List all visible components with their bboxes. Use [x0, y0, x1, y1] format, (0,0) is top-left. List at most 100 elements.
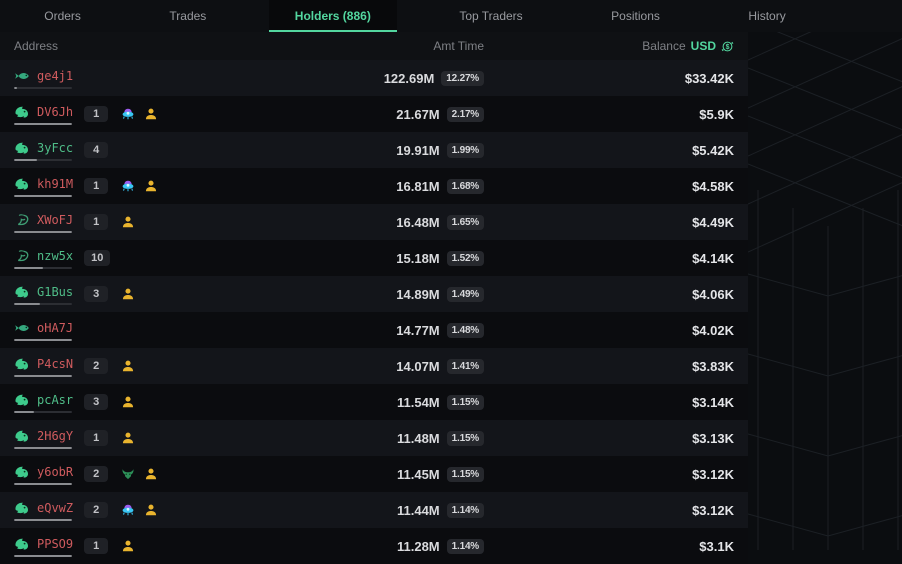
percent-badge: 1.15% [446, 466, 484, 482]
count-badge: 1 [84, 538, 109, 554]
percent-badge: 1.41% [446, 358, 484, 374]
dolphin-icon [14, 104, 30, 120]
holding-progress-bar [14, 482, 72, 485]
person-icon [121, 431, 135, 445]
fish-icon [14, 320, 30, 336]
table-row[interactable]: 2H6gY 1 11.48M 1.15% $3.13K [0, 420, 748, 456]
holding-progress-bar [14, 338, 72, 341]
shrimp-icon [14, 248, 30, 264]
flag-icons [121, 467, 158, 481]
tab-label: Trades [169, 9, 207, 23]
percent-badge: 1.52% [446, 250, 484, 266]
tab-holders-886[interactable]: Holders (886) [268, 0, 397, 32]
amount-cell: 14.89M 1.49% [396, 286, 484, 302]
address-link[interactable]: y6obR [37, 464, 74, 479]
amount-value: 122.69M [383, 70, 435, 86]
table-row[interactable]: 3yFcc 4 19.91M 1.99% $5.42K [0, 132, 748, 168]
table-row[interactable]: oHA7J 14.77M 1.48% $4.02K [0, 312, 748, 348]
amount-value: 14.77M [396, 322, 440, 338]
balance-value: $4.58K [692, 178, 734, 194]
holding-progress-bar [14, 266, 72, 269]
background-cube-pattern [748, 30, 902, 550]
table-row[interactable]: nzw5x 10 15.18M 1.52% $4.14K [0, 240, 748, 276]
percent-badge: 1.15% [446, 430, 484, 446]
address-link[interactable]: G1Bus [37, 284, 74, 299]
flag-icons [121, 503, 158, 517]
balance-value: $3.13K [692, 430, 734, 446]
address-link[interactable]: P4csN [37, 356, 74, 371]
address-cell: DV6Jh 1 [14, 104, 284, 125]
count-badge: 3 [84, 394, 109, 410]
amount-value: 11.44M [396, 502, 440, 518]
person-icon [144, 179, 158, 193]
count-badge: 2 [84, 358, 109, 374]
address-link[interactable]: oHA7J [37, 320, 74, 335]
amount-value: 14.89M [396, 286, 440, 302]
address-link[interactable]: ge4j1 [37, 68, 74, 83]
tab-orders[interactable]: Orders [18, 0, 107, 32]
table-row[interactable]: kh91M 1 16.81M 1.68% $4.58K [0, 168, 748, 204]
holders-table: Address Amt Time Balance USD ge4j1 122. [0, 32, 748, 564]
percent-badge: 1.99% [446, 142, 484, 158]
count-badge: 2 [84, 466, 109, 482]
table-row[interactable]: pcAsr 3 11.54M 1.15% $3.14K [0, 384, 748, 420]
holding-progress-bar [14, 410, 72, 413]
table-row[interactable]: XWoFJ 1 16.48M 1.65% $4.49K [0, 204, 748, 240]
amount-value: 11.45M [396, 466, 440, 482]
fish-icon [14, 68, 30, 84]
table-row[interactable]: y6obR 2 11.45M 1.15% $3.12K [0, 456, 748, 492]
holding-progress-bar [14, 446, 72, 449]
address-link[interactable]: nzw5x [37, 248, 74, 263]
table-row[interactable]: P4csN 2 14.07M 1.41% $3.83K [0, 348, 748, 384]
tab-history[interactable]: History [722, 0, 811, 32]
address-column-header: Address [14, 39, 59, 53]
percent-badge: 1.49% [446, 286, 484, 302]
amount-cell: 11.45M 1.15% [396, 466, 484, 482]
amount-value: 16.48M [396, 214, 440, 230]
currency-swap-icon[interactable] [721, 40, 734, 53]
address-cell: nzw5x 10 [14, 248, 284, 269]
person-icon [121, 359, 135, 373]
address-cell: oHA7J [14, 320, 284, 341]
dolphin-icon [14, 428, 30, 444]
table-body: ge4j1 122.69M 12.27% $33.42K DV6Jh [0, 60, 748, 564]
holding-progress-bar [14, 86, 72, 89]
ufo-icon [121, 503, 135, 517]
address-link[interactable]: XWoFJ [37, 212, 74, 227]
tab-trades[interactable]: Trades [143, 0, 232, 32]
count-badge: 4 [84, 142, 109, 158]
amt-time-column-header[interactable]: Amt Time [433, 39, 484, 53]
tab-label: Holders (886) [294, 9, 371, 23]
holding-progress-bar [14, 230, 72, 233]
balance-column-header: Balance [642, 39, 686, 53]
holding-progress-bar [14, 158, 72, 161]
address-cell: kh91M 1 [14, 176, 284, 197]
address-link[interactable]: pcAsr [37, 392, 74, 407]
holding-progress-bar [14, 302, 72, 305]
tab-top-traders[interactable]: Top Traders [433, 0, 548, 32]
address-link[interactable]: PPSO9 [37, 536, 74, 551]
tab-label: Top Traders [459, 9, 523, 23]
table-row[interactable]: ge4j1 122.69M 12.27% $33.42K [0, 60, 748, 96]
address-link[interactable]: kh91M [37, 176, 74, 191]
address-link[interactable]: eQvwZ [37, 500, 74, 515]
flag-icons [121, 359, 135, 373]
table-row[interactable]: eQvwZ 2 11.44M 1.14% $3.12K [0, 492, 748, 528]
address-cell: y6obR 2 [14, 464, 284, 485]
currency-label[interactable]: USD [690, 39, 716, 53]
count-badge: 1 [84, 106, 109, 122]
address-link[interactable]: DV6Jh [37, 104, 74, 119]
table-row[interactable]: DV6Jh 1 21.67M 2.17% $5.9K [0, 96, 748, 132]
table-header: Address Amt Time Balance USD [0, 32, 748, 60]
table-row[interactable]: PPSO9 1 11.28M 1.14% $3.1K [0, 528, 748, 564]
address-cell: 2H6gY 1 [14, 428, 284, 449]
dolphin-icon [14, 500, 30, 516]
address-link[interactable]: 2H6gY [37, 428, 74, 443]
address-link[interactable]: 3yFcc [37, 140, 74, 155]
amount-cell: 122.69M 12.27% [383, 70, 484, 86]
amount-cell: 11.44M 1.14% [396, 502, 484, 518]
amount-cell: 14.07M 1.41% [396, 358, 484, 374]
table-row[interactable]: G1Bus 3 14.89M 1.49% $4.06K [0, 276, 748, 312]
address-cell: eQvwZ 2 [14, 500, 284, 521]
tab-positions[interactable]: Positions [585, 0, 686, 32]
